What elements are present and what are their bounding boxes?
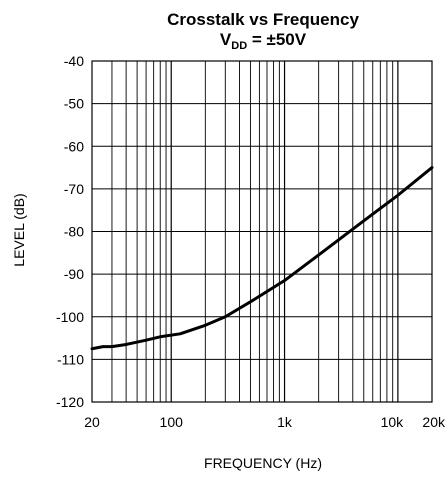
x-tick-label: 100	[160, 414, 184, 430]
y-tick-label: -100	[56, 309, 84, 325]
y-tick-label: -50	[64, 96, 84, 112]
chart-subtitle: VDD = ±50V	[220, 30, 307, 52]
grid-lines	[91, 60, 433, 403]
y-tick-label: -60	[64, 138, 84, 154]
y-tick-label: -120	[56, 394, 84, 410]
y-tick-label: -40	[64, 53, 84, 69]
y-axis-label: LEVEL (dB)	[11, 193, 27, 266]
x-tick-label: 20	[84, 414, 100, 430]
x-tick-label: 10k	[381, 414, 405, 430]
y-tick-label: -90	[64, 266, 84, 282]
plot-frame	[91, 60, 433, 403]
x-tick-labels: 20 100 1k 10k 20k	[84, 414, 446, 430]
y-tick-label: -110	[57, 351, 84, 367]
y-tick-label: -70	[64, 181, 84, 197]
x-tick-label: 20k	[422, 414, 446, 430]
chart-title: Crosstalk vs Frequency	[167, 10, 359, 29]
y-tick-labels: -40 -50 -60 -70 -80 -90 -100 -110 -120	[56, 53, 84, 410]
x-axis-label: FREQUENCY (Hz)	[204, 455, 322, 471]
crosstalk-series-line	[90, 166, 434, 351]
x-tick-label: 1k	[277, 414, 293, 430]
y-tick-label: -80	[64, 224, 84, 240]
